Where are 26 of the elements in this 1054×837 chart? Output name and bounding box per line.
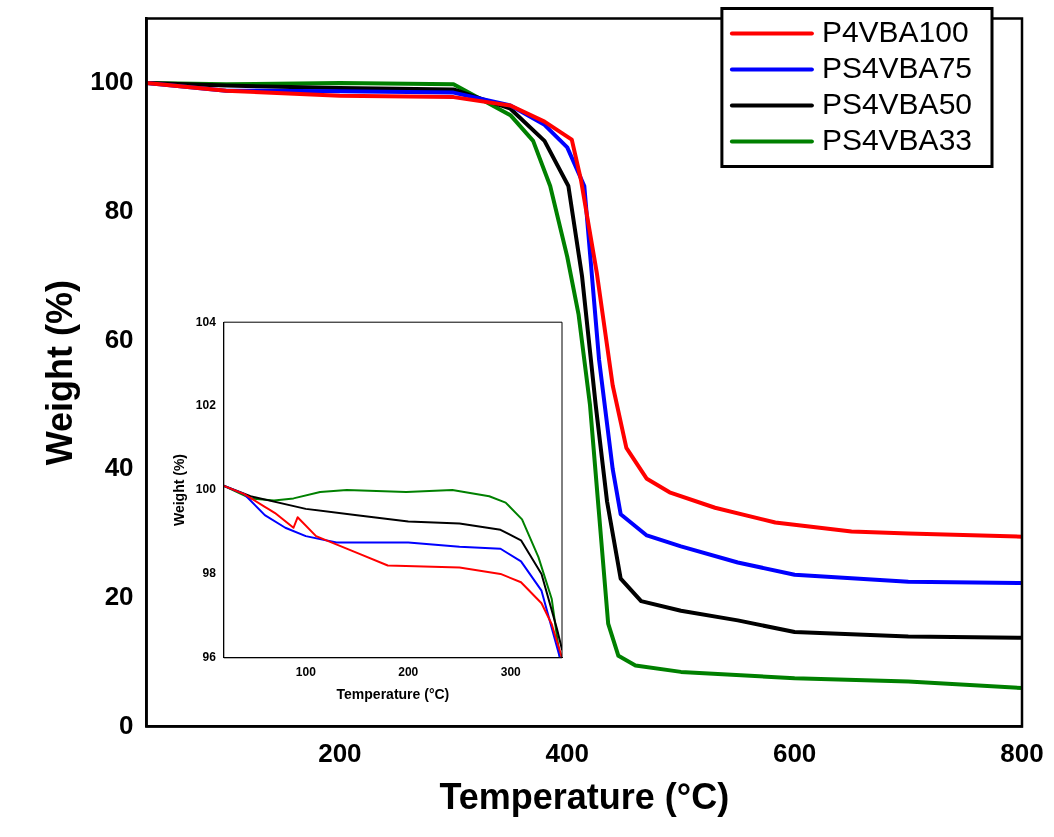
y-tick-label: 0: [119, 709, 134, 740]
legend-label: PS4VBA75: [821, 50, 973, 84]
x-tick-label: 200: [398, 665, 419, 680]
y-tick-label: 98: [202, 566, 217, 581]
x-tick-label: 200: [318, 738, 362, 769]
y-tick-label: 60: [104, 323, 134, 354]
x-tick-label: 800: [1000, 738, 1044, 769]
x-tick-label: 300: [500, 665, 522, 680]
x-tick-label: 600: [772, 738, 817, 769]
x-axis-title: Temperature (°C): [439, 776, 730, 818]
x-axis-title: Temperature (°C): [336, 686, 450, 703]
y-tick-label: 40: [104, 452, 134, 483]
x-tick-label: 100: [295, 665, 317, 680]
x-tick-label: 400: [545, 738, 589, 769]
y-tick-label: 100: [90, 66, 134, 97]
legend-label: P4VBA100: [821, 14, 969, 48]
y-tick-label: 102: [195, 398, 217, 413]
y-axis-title: Weight (%): [171, 453, 188, 527]
y-axis-title: Weight (%): [38, 279, 80, 466]
legend-label: PS4VBA33: [821, 122, 973, 156]
legend-label: PS4VBA50: [821, 86, 973, 120]
y-tick-label: 104: [195, 314, 217, 329]
y-tick-label: 20: [104, 581, 134, 612]
y-tick-label: 96: [202, 650, 217, 665]
y-tick-label: 80: [104, 194, 134, 225]
y-tick-label: 100: [195, 482, 217, 497]
